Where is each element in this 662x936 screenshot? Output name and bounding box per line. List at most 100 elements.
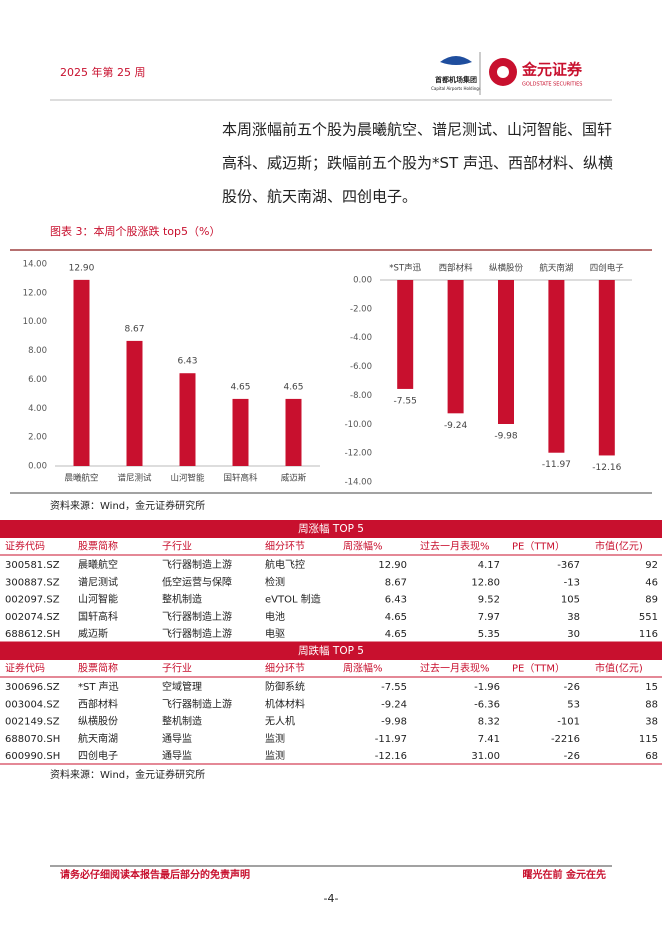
x-tick-label: 航天南湖 [539,263,573,274]
data-label: 8.67 [124,324,144,334]
table-cell: 105 [561,595,580,606]
table-cell: 山河智能 [78,593,118,606]
table-cell: 防御系统 [265,680,305,693]
table-cell: 无人机 [265,715,295,728]
bar [232,398,249,466]
logo2-icon-inner [497,66,509,78]
table-cell: 38 [645,717,658,728]
body-text: 高科、威迈斯；跌幅前五个股为*ST 声迅、西部材料、纵横 [222,154,613,172]
table-cell: -9.24 [381,699,407,710]
table-cell: 机体材料 [265,697,305,710]
table-header: 过去一月表现% [420,662,490,675]
bar [447,280,464,414]
y-tick-label: 12.00 [23,288,47,298]
table-cell: -7.55 [381,682,407,693]
week: 2025 年第 25 周 [60,65,145,79]
slogan: 曙光在前 金元在先 [523,868,606,881]
bar [598,280,615,456]
data-label: 4.65 [283,382,303,392]
table-cell: -11.97 [375,734,407,745]
x-tick-label: 西部材料 [439,263,474,274]
table-cell: -1.96 [474,682,500,693]
table-cell: 6.43 [385,595,407,606]
bar [498,280,514,424]
table-cell: 600990.SH [5,751,60,762]
table-title-band [0,520,662,538]
data-label: 6.43 [177,357,197,367]
data-label: -11.97 [542,460,571,470]
logo1-icon [440,56,472,65]
table-cell: 电驱 [265,627,285,640]
y-tick-label: 10.00 [23,317,47,327]
table-cell: 116 [639,629,658,640]
table-cell: 300887.SZ [5,577,60,588]
table-cell: 002149.SZ [5,717,60,728]
source: 资料来源：Wind，金元证券研究所 [50,768,205,781]
table-header: 周涨幅% [343,662,383,675]
y-tick-label: 6.00 [28,375,47,385]
y-tick-label: -14.00 [345,478,372,488]
table-cell: 002074.SZ [5,612,60,623]
table-cell: 300696.SZ [5,682,60,693]
table-cell: eVTOL 制造 [265,593,321,606]
x-tick-label: 晨曦航空 [64,473,98,484]
data-label: -9.98 [494,431,518,441]
table-cell: 46 [645,577,658,588]
table-cell: 89 [645,595,658,606]
table-cell: -101 [557,717,580,728]
table-cell: 4.65 [385,629,407,640]
table-cell: 西部材料 [78,697,118,710]
table-cell: 国轩高科 [78,610,118,623]
table-cell: -12.16 [375,751,407,762]
table-cell: 31.00 [471,751,500,762]
table-cell: 551 [639,612,658,623]
body-text: 股份、航天南湖、四创电子。 [222,188,417,206]
table-cell: 航电飞控 [265,558,305,571]
table-header: 子行业 [162,540,192,553]
y-tick-label: 14.00 [23,260,47,270]
y-tick-label: 2.00 [28,433,47,443]
logo1: 首都机场集团 [435,75,477,84]
table-header: 细分环节 [265,540,305,553]
data-label: 4.65 [230,382,250,392]
table-header: 过去一月表现% [420,540,490,553]
table-cell: 688612.SH [5,629,60,640]
table-cell: 飞行器制造上游 [162,558,232,571]
x-tick-label: *ST声迅 [389,263,421,274]
table-title-band [0,642,662,660]
y-tick-label: 0.00 [28,462,47,472]
data-label: 12.90 [69,263,95,273]
table-cell: -26 [564,682,580,693]
table-cell: 整机制造 [162,715,202,728]
table-cell: 9.52 [478,595,500,606]
table-cell: 7.97 [478,612,500,623]
table-cell: 飞行器制造上游 [162,610,232,623]
table-header: 股票简称 [78,540,118,553]
y-tick-label: -8.00 [350,391,372,401]
data-label: -12.16 [592,463,621,473]
bar [548,280,565,453]
table-cell: -26 [564,751,580,762]
table-header: 细分环节 [265,662,305,675]
page-number: -4- [324,892,339,905]
table-cell: 53 [567,699,580,710]
table-cell: -9.98 [381,717,407,728]
table-cell: 4.17 [478,560,500,571]
source: 资料来源：Wind，金元证券研究所 [50,499,205,512]
disclaimer: 请务必仔细阅读本报告最后部分的免责声明 [60,868,250,881]
y-tick-label: -4.00 [350,333,372,343]
table-cell: 航天南湖 [78,732,118,745]
table-cell: 8.67 [385,577,407,588]
table-cell: 115 [639,734,658,745]
table-header: 子行业 [162,662,192,675]
table-cell: 8.32 [478,717,500,728]
bar [73,279,90,466]
x-tick-label: 四创电子 [590,263,625,274]
table-cell: 低空运营与保障 [162,575,232,588]
bar [179,373,196,466]
table-title: 周跌幅 TOP 5 [298,644,364,657]
table-cell: 688070.SH [5,734,60,745]
table-cell: 88 [645,699,658,710]
table-cell: 纵横股份 [78,715,118,728]
table-cell: -6.36 [474,699,500,710]
